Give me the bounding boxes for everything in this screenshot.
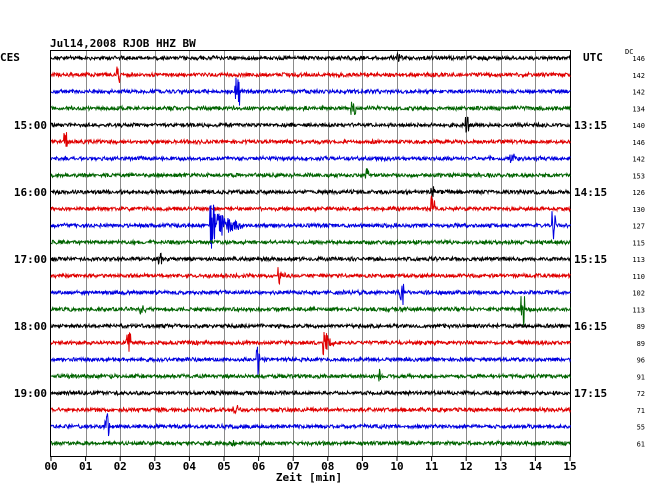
- dc-offset-value: 134: [632, 105, 645, 113]
- dc-offset-value: 110: [632, 273, 645, 281]
- dc-offset-value: 153: [632, 172, 645, 180]
- seismic-trace: [50, 283, 571, 306]
- x-tick-label: 15: [563, 460, 576, 473]
- seismic-trace: [51, 321, 571, 330]
- left-time-label: 18:00: [14, 320, 47, 333]
- plot-frame: [50, 50, 571, 457]
- seismic-trace: [50, 186, 571, 197]
- x-tick-label: 00: [44, 460, 57, 473]
- seismic-trace: [50, 153, 571, 164]
- left-time-label: 17:00: [14, 253, 47, 266]
- dc-offset-value: 142: [632, 156, 645, 164]
- dc-offset-value: 146: [632, 139, 645, 147]
- right-timezone-label: UTC: [583, 51, 603, 64]
- dc-offset-value: 113: [632, 306, 645, 314]
- seismic-trace: [50, 132, 571, 147]
- x-tick-label: 08: [321, 460, 334, 473]
- chart-title: Jul14,2008 RJOB HHZ BW: [50, 37, 196, 50]
- x-tick-label: 09: [356, 460, 369, 473]
- right-time-label: 16:15: [574, 320, 607, 333]
- seismic-trace: [50, 168, 571, 180]
- x-tick-label: 01: [79, 460, 93, 473]
- x-tick-label: 06: [252, 460, 266, 473]
- right-time-label: 15:15: [574, 253, 607, 266]
- dc-offset-value: 127: [632, 223, 645, 231]
- dc-offset-value: 102: [632, 290, 645, 298]
- dc-offset-value: 142: [632, 72, 645, 80]
- left-time-label: 16:00: [14, 186, 47, 199]
- seismic-traces: [50, 51, 571, 448]
- seismic-trace: [50, 204, 571, 249]
- right-time-label: 14:15: [574, 186, 607, 199]
- seismic-trace: [50, 51, 571, 63]
- seismic-trace: [50, 252, 571, 265]
- dc-offset-value: 89: [637, 340, 645, 348]
- x-axis-label: Zeit [min]: [276, 471, 342, 484]
- seismic-trace: [50, 413, 571, 437]
- seismic-trace: [50, 331, 571, 356]
- dc-label: DC: [625, 48, 633, 56]
- x-tick-label: 13: [494, 460, 507, 473]
- seismic-trace: [51, 404, 571, 415]
- seismic-trace: [50, 439, 571, 448]
- seismic-trace: [50, 195, 571, 213]
- time-labels: 15:00 16:00 17:00 18:00 19:00 13:15 14:15 15:15…: [14, 55, 645, 448]
- dc-offset-value: 91: [637, 373, 645, 381]
- dc-offset-value: 140: [632, 122, 645, 130]
- seismic-trace: [50, 389, 571, 397]
- seismic-trace: [50, 116, 571, 133]
- dc-offset-value: 115: [632, 239, 645, 247]
- left-time-label: 15:00: [14, 119, 47, 132]
- seismic-trace: [50, 346, 571, 376]
- left-time-label: 19:00: [14, 387, 47, 400]
- seismic-trace: [50, 296, 571, 326]
- x-tick-label: 02: [114, 460, 127, 473]
- dc-offset-value: 130: [632, 206, 645, 214]
- dc-offset-value: 96: [637, 357, 645, 365]
- dc-offset-value: 146: [632, 55, 645, 63]
- dc-offset-value: 72: [637, 390, 645, 398]
- x-tick-label: 14: [529, 460, 543, 473]
- x-tick-label: 04: [183, 460, 197, 473]
- right-time-label: 13:15: [574, 119, 607, 132]
- x-tick-label: 07: [287, 460, 300, 473]
- dc-offset-value: 126: [632, 189, 645, 197]
- seismic-trace: [50, 66, 571, 83]
- dc-offset-value: 89: [637, 323, 645, 331]
- dc-offset-value: 113: [632, 256, 645, 264]
- right-time-label: 17:15: [574, 387, 607, 400]
- seismic-trace: [50, 267, 571, 286]
- x-axis-ticks: 00 01 02 03 04 05 06 07 08 09 10 11 12 13 14 15: [44, 456, 577, 473]
- x-tick-label: 03: [148, 460, 161, 473]
- seismic-trace: [50, 77, 571, 106]
- dc-offset-value: 142: [632, 89, 645, 97]
- dc-offset-value: 71: [637, 407, 645, 415]
- x-tick-label: 10: [390, 460, 403, 473]
- vertical-gridlines: [86, 51, 536, 456]
- x-tick-label: 05: [217, 460, 230, 473]
- seismic-trace: [50, 238, 571, 247]
- x-tick-label: 11: [425, 460, 439, 473]
- dc-offset-value: 55: [637, 424, 645, 432]
- seismic-trace: [50, 101, 571, 116]
- x-tick-label: 12: [460, 460, 473, 473]
- dc-offset-value: 61: [637, 440, 645, 448]
- left-timezone-label: CES: [0, 51, 20, 64]
- seismic-trace: [50, 368, 571, 382]
